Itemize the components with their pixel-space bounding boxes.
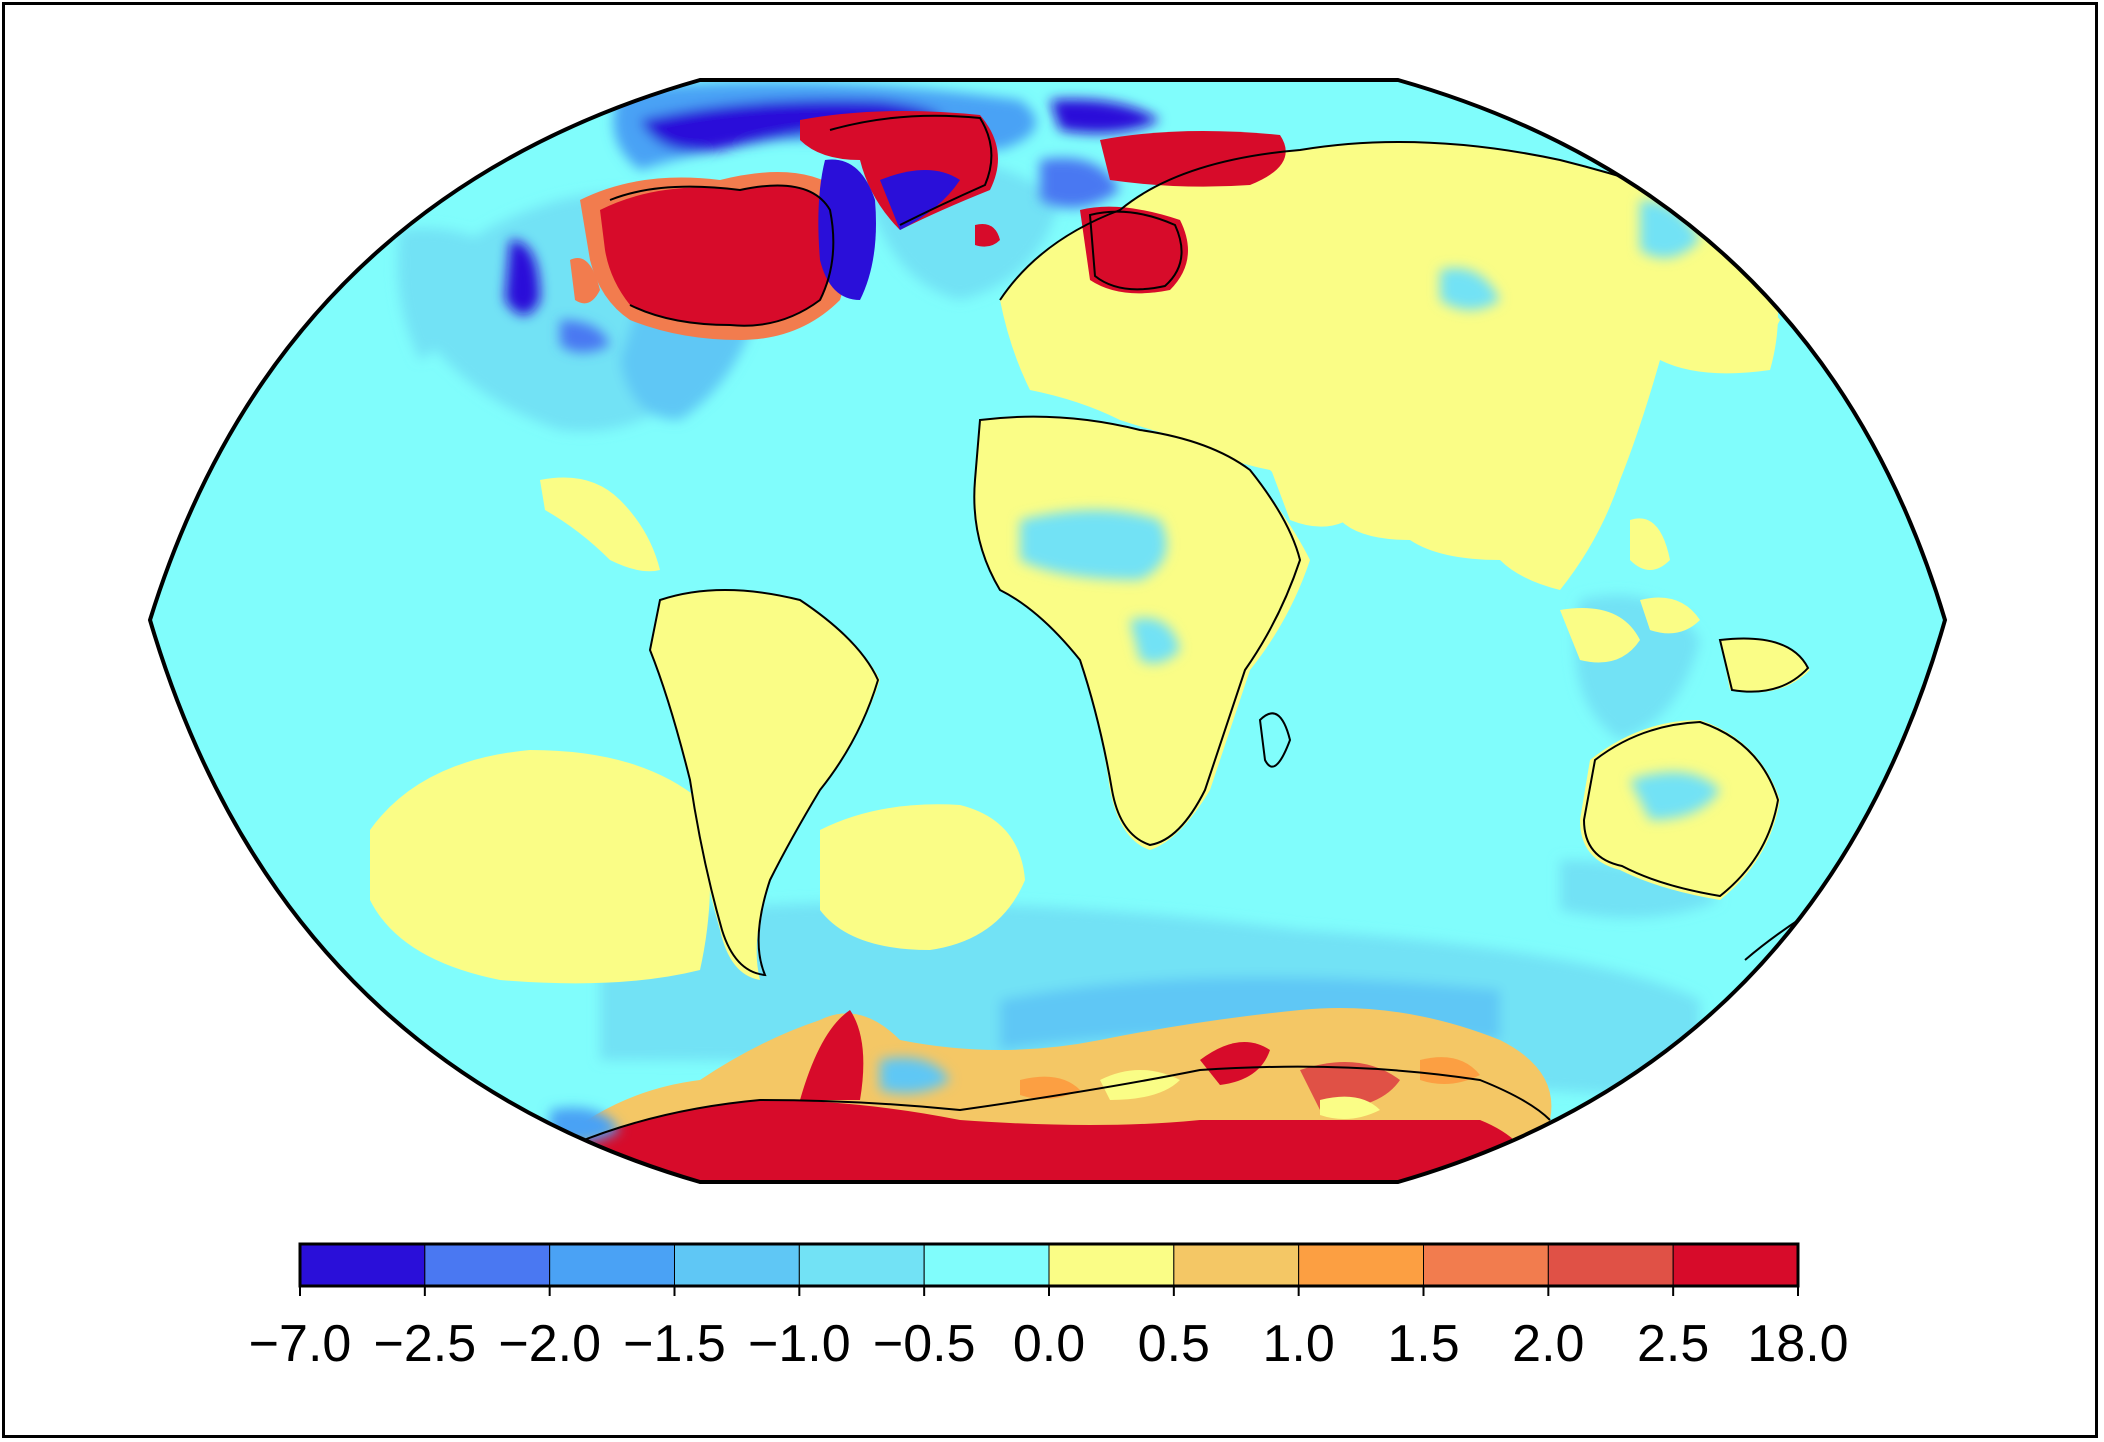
colorbar-bin [1048, 1243, 1175, 1287]
colorbar-bin [923, 1243, 1050, 1287]
inland-negative-spots [1020, 200, 1720, 820]
greenland-strait-negative [880, 170, 960, 230]
colorbar-tick-label: 2.0 [1512, 1315, 1585, 1373]
colorbar-bin [1672, 1243, 1799, 1287]
colorbar-bin [1173, 1243, 1300, 1287]
colorbar-bin [1423, 1243, 1549, 1287]
colorbar-bin [1298, 1243, 1424, 1287]
labrador-sea-negative [818, 159, 876, 300]
colorbar-tick-label: −2.5 [373, 1315, 477, 1373]
colorbar-tick-label: −1.0 [748, 1315, 851, 1373]
map-outline [147, 78, 1948, 1184]
colorbar-tick-label: 0.5 [1137, 1315, 1210, 1373]
colorbar-bin [424, 1243, 551, 1287]
colorbar-tick-label: 1.5 [1387, 1315, 1460, 1373]
colorbar-bin [1547, 1243, 1674, 1287]
colorbar-bin [674, 1243, 800, 1287]
colorbar-tick-label: 18.0 [1747, 1315, 1849, 1373]
colorbar-tick-label: 1.0 [1262, 1315, 1335, 1373]
colorbar-bin [299, 1243, 426, 1287]
colorbar-bin [798, 1243, 925, 1287]
strong-positive-north [570, 111, 1286, 340]
colorbar-bin [549, 1243, 676, 1287]
colorbar-tick-label: −7.0 [248, 1315, 352, 1373]
colorbar [298, 1242, 1800, 1296]
colorbar-tick-label: −1.5 [623, 1315, 726, 1373]
colorbar-tick-label: 0.0 [1012, 1315, 1086, 1373]
colorbar-tick-label: −0.5 [872, 1315, 976, 1373]
colorbar-tick-label: −2.0 [498, 1315, 601, 1373]
colorbar-tick-label: 2.5 [1637, 1315, 1710, 1373]
